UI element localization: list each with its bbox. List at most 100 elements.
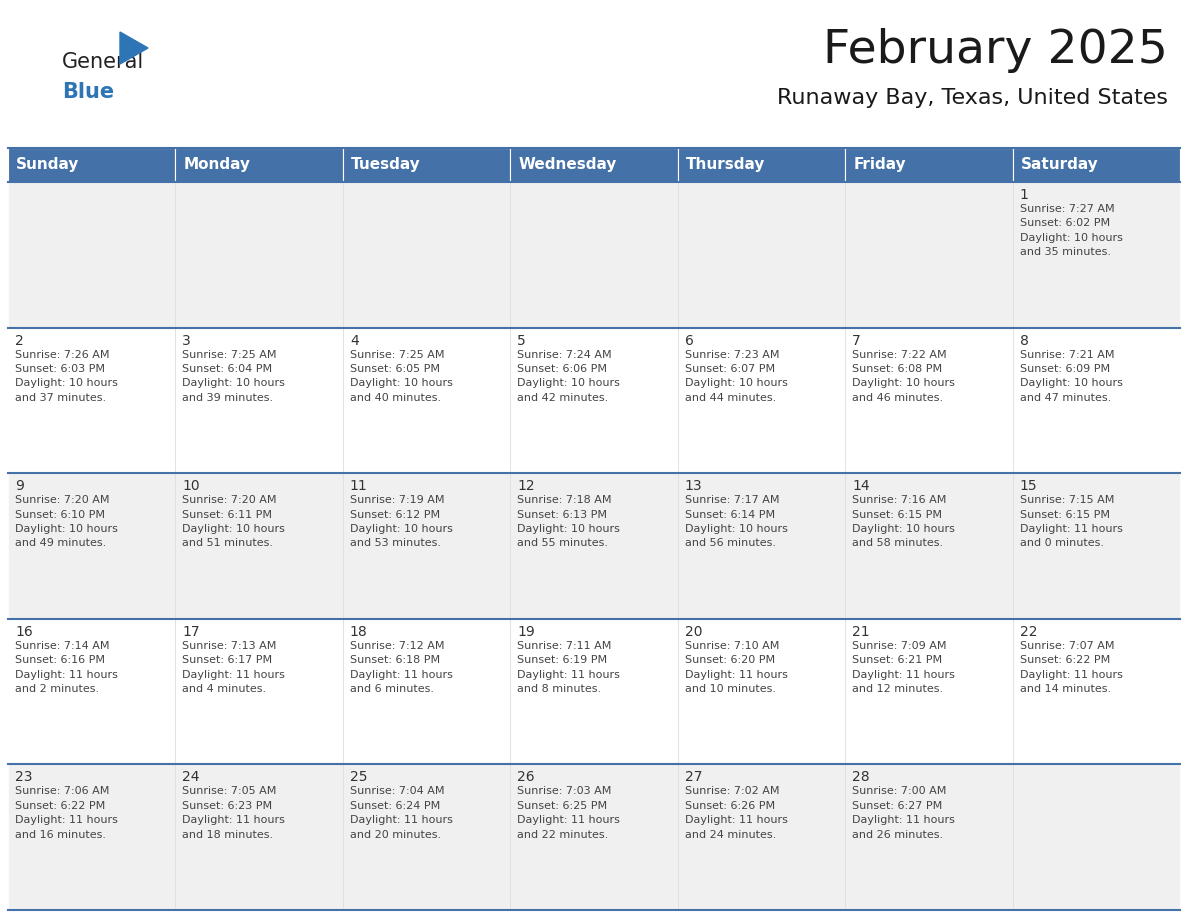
Bar: [677, 182, 845, 328]
Text: Thursday: Thursday: [685, 158, 765, 173]
Text: 28: 28: [852, 770, 870, 784]
Bar: [1012, 619, 1180, 765]
Text: Sunrise: 7:02 AM
Sunset: 6:26 PM
Daylight: 11 hours
and 24 minutes.: Sunrise: 7:02 AM Sunset: 6:26 PM Dayligh…: [684, 787, 788, 840]
Bar: [845, 765, 1012, 910]
Text: 13: 13: [684, 479, 702, 493]
Bar: [343, 473, 511, 619]
Bar: [511, 765, 677, 910]
Text: Wednesday: Wednesday: [518, 158, 617, 173]
Bar: [511, 619, 677, 765]
Text: Blue: Blue: [62, 82, 114, 102]
Bar: [845, 182, 1012, 328]
Text: Sunrise: 7:13 AM
Sunset: 6:17 PM
Daylight: 11 hours
and 4 minutes.: Sunrise: 7:13 AM Sunset: 6:17 PM Dayligh…: [183, 641, 285, 694]
Bar: [176, 619, 343, 765]
Polygon shape: [120, 32, 148, 64]
Bar: [845, 148, 1012, 182]
Text: Sunrise: 7:20 AM
Sunset: 6:10 PM
Daylight: 10 hours
and 49 minutes.: Sunrise: 7:20 AM Sunset: 6:10 PM Dayligh…: [15, 495, 118, 548]
Text: Monday: Monday: [183, 158, 251, 173]
Bar: [176, 765, 343, 910]
Bar: [176, 182, 343, 328]
Text: 22: 22: [1019, 625, 1037, 639]
Bar: [677, 765, 845, 910]
Bar: [1012, 765, 1180, 910]
Text: Sunrise: 7:26 AM
Sunset: 6:03 PM
Daylight: 10 hours
and 37 minutes.: Sunrise: 7:26 AM Sunset: 6:03 PM Dayligh…: [15, 350, 118, 403]
Text: Sunrise: 7:07 AM
Sunset: 6:22 PM
Daylight: 11 hours
and 14 minutes.: Sunrise: 7:07 AM Sunset: 6:22 PM Dayligh…: [1019, 641, 1123, 694]
Text: Sunrise: 7:16 AM
Sunset: 6:15 PM
Daylight: 10 hours
and 58 minutes.: Sunrise: 7:16 AM Sunset: 6:15 PM Dayligh…: [852, 495, 955, 548]
Text: Sunrise: 7:10 AM
Sunset: 6:20 PM
Daylight: 11 hours
and 10 minutes.: Sunrise: 7:10 AM Sunset: 6:20 PM Dayligh…: [684, 641, 788, 694]
Text: 17: 17: [183, 625, 200, 639]
Bar: [845, 328, 1012, 473]
Bar: [1012, 182, 1180, 328]
Text: 14: 14: [852, 479, 870, 493]
Text: Sunrise: 7:03 AM
Sunset: 6:25 PM
Daylight: 11 hours
and 22 minutes.: Sunrise: 7:03 AM Sunset: 6:25 PM Dayligh…: [517, 787, 620, 840]
Bar: [845, 473, 1012, 619]
Text: 5: 5: [517, 333, 526, 348]
Bar: [511, 148, 677, 182]
Text: Sunrise: 7:20 AM
Sunset: 6:11 PM
Daylight: 10 hours
and 51 minutes.: Sunrise: 7:20 AM Sunset: 6:11 PM Dayligh…: [183, 495, 285, 548]
Text: 10: 10: [183, 479, 200, 493]
Text: 26: 26: [517, 770, 535, 784]
Bar: [8, 619, 176, 765]
Bar: [8, 182, 176, 328]
Bar: [8, 473, 176, 619]
Bar: [8, 765, 176, 910]
Text: 4: 4: [349, 333, 359, 348]
Text: General: General: [62, 52, 144, 72]
Text: 8: 8: [1019, 333, 1029, 348]
Text: Sunrise: 7:05 AM
Sunset: 6:23 PM
Daylight: 11 hours
and 18 minutes.: Sunrise: 7:05 AM Sunset: 6:23 PM Dayligh…: [183, 787, 285, 840]
Text: 24: 24: [183, 770, 200, 784]
Text: Sunrise: 7:25 AM
Sunset: 6:05 PM
Daylight: 10 hours
and 40 minutes.: Sunrise: 7:25 AM Sunset: 6:05 PM Dayligh…: [349, 350, 453, 403]
Text: 23: 23: [15, 770, 32, 784]
Text: Tuesday: Tuesday: [350, 158, 421, 173]
Text: Saturday: Saturday: [1020, 158, 1099, 173]
Text: Sunrise: 7:25 AM
Sunset: 6:04 PM
Daylight: 10 hours
and 39 minutes.: Sunrise: 7:25 AM Sunset: 6:04 PM Dayligh…: [183, 350, 285, 403]
Text: Sunrise: 7:21 AM
Sunset: 6:09 PM
Daylight: 10 hours
and 47 minutes.: Sunrise: 7:21 AM Sunset: 6:09 PM Dayligh…: [1019, 350, 1123, 403]
Text: Sunday: Sunday: [15, 158, 80, 173]
Text: 21: 21: [852, 625, 870, 639]
Text: Sunrise: 7:18 AM
Sunset: 6:13 PM
Daylight: 10 hours
and 55 minutes.: Sunrise: 7:18 AM Sunset: 6:13 PM Dayligh…: [517, 495, 620, 548]
Bar: [343, 182, 511, 328]
Text: February 2025: February 2025: [823, 28, 1168, 73]
Text: Sunrise: 7:17 AM
Sunset: 6:14 PM
Daylight: 10 hours
and 56 minutes.: Sunrise: 7:17 AM Sunset: 6:14 PM Dayligh…: [684, 495, 788, 548]
Text: Sunrise: 7:15 AM
Sunset: 6:15 PM
Daylight: 11 hours
and 0 minutes.: Sunrise: 7:15 AM Sunset: 6:15 PM Dayligh…: [1019, 495, 1123, 548]
Bar: [343, 328, 511, 473]
Bar: [1012, 148, 1180, 182]
Text: 16: 16: [15, 625, 33, 639]
Bar: [677, 148, 845, 182]
Text: 15: 15: [1019, 479, 1037, 493]
Bar: [176, 148, 343, 182]
Text: Sunrise: 7:23 AM
Sunset: 6:07 PM
Daylight: 10 hours
and 44 minutes.: Sunrise: 7:23 AM Sunset: 6:07 PM Dayligh…: [684, 350, 788, 403]
Text: 2: 2: [15, 333, 24, 348]
Bar: [176, 328, 343, 473]
Text: Runaway Bay, Texas, United States: Runaway Bay, Texas, United States: [777, 88, 1168, 108]
Text: 9: 9: [15, 479, 24, 493]
Text: Friday: Friday: [853, 158, 905, 173]
Text: Sunrise: 7:04 AM
Sunset: 6:24 PM
Daylight: 11 hours
and 20 minutes.: Sunrise: 7:04 AM Sunset: 6:24 PM Dayligh…: [349, 787, 453, 840]
Text: 27: 27: [684, 770, 702, 784]
Text: 25: 25: [349, 770, 367, 784]
Text: Sunrise: 7:00 AM
Sunset: 6:27 PM
Daylight: 11 hours
and 26 minutes.: Sunrise: 7:00 AM Sunset: 6:27 PM Dayligh…: [852, 787, 955, 840]
Text: 11: 11: [349, 479, 367, 493]
Text: 3: 3: [183, 333, 191, 348]
Bar: [1012, 473, 1180, 619]
Text: 7: 7: [852, 333, 861, 348]
Bar: [343, 619, 511, 765]
Text: 20: 20: [684, 625, 702, 639]
Text: Sunrise: 7:19 AM
Sunset: 6:12 PM
Daylight: 10 hours
and 53 minutes.: Sunrise: 7:19 AM Sunset: 6:12 PM Dayligh…: [349, 495, 453, 548]
Bar: [343, 148, 511, 182]
Text: Sunrise: 7:09 AM
Sunset: 6:21 PM
Daylight: 11 hours
and 12 minutes.: Sunrise: 7:09 AM Sunset: 6:21 PM Dayligh…: [852, 641, 955, 694]
Text: Sunrise: 7:22 AM
Sunset: 6:08 PM
Daylight: 10 hours
and 46 minutes.: Sunrise: 7:22 AM Sunset: 6:08 PM Dayligh…: [852, 350, 955, 403]
Text: Sunrise: 7:11 AM
Sunset: 6:19 PM
Daylight: 11 hours
and 8 minutes.: Sunrise: 7:11 AM Sunset: 6:19 PM Dayligh…: [517, 641, 620, 694]
Bar: [677, 328, 845, 473]
Text: Sunrise: 7:12 AM
Sunset: 6:18 PM
Daylight: 11 hours
and 6 minutes.: Sunrise: 7:12 AM Sunset: 6:18 PM Dayligh…: [349, 641, 453, 694]
Bar: [343, 765, 511, 910]
Bar: [845, 619, 1012, 765]
Text: Sunrise: 7:27 AM
Sunset: 6:02 PM
Daylight: 10 hours
and 35 minutes.: Sunrise: 7:27 AM Sunset: 6:02 PM Dayligh…: [1019, 204, 1123, 257]
Text: 1: 1: [1019, 188, 1029, 202]
Text: Sunrise: 7:06 AM
Sunset: 6:22 PM
Daylight: 11 hours
and 16 minutes.: Sunrise: 7:06 AM Sunset: 6:22 PM Dayligh…: [15, 787, 118, 840]
Text: 19: 19: [517, 625, 535, 639]
Bar: [677, 619, 845, 765]
Text: 6: 6: [684, 333, 694, 348]
Bar: [176, 473, 343, 619]
Bar: [8, 148, 176, 182]
